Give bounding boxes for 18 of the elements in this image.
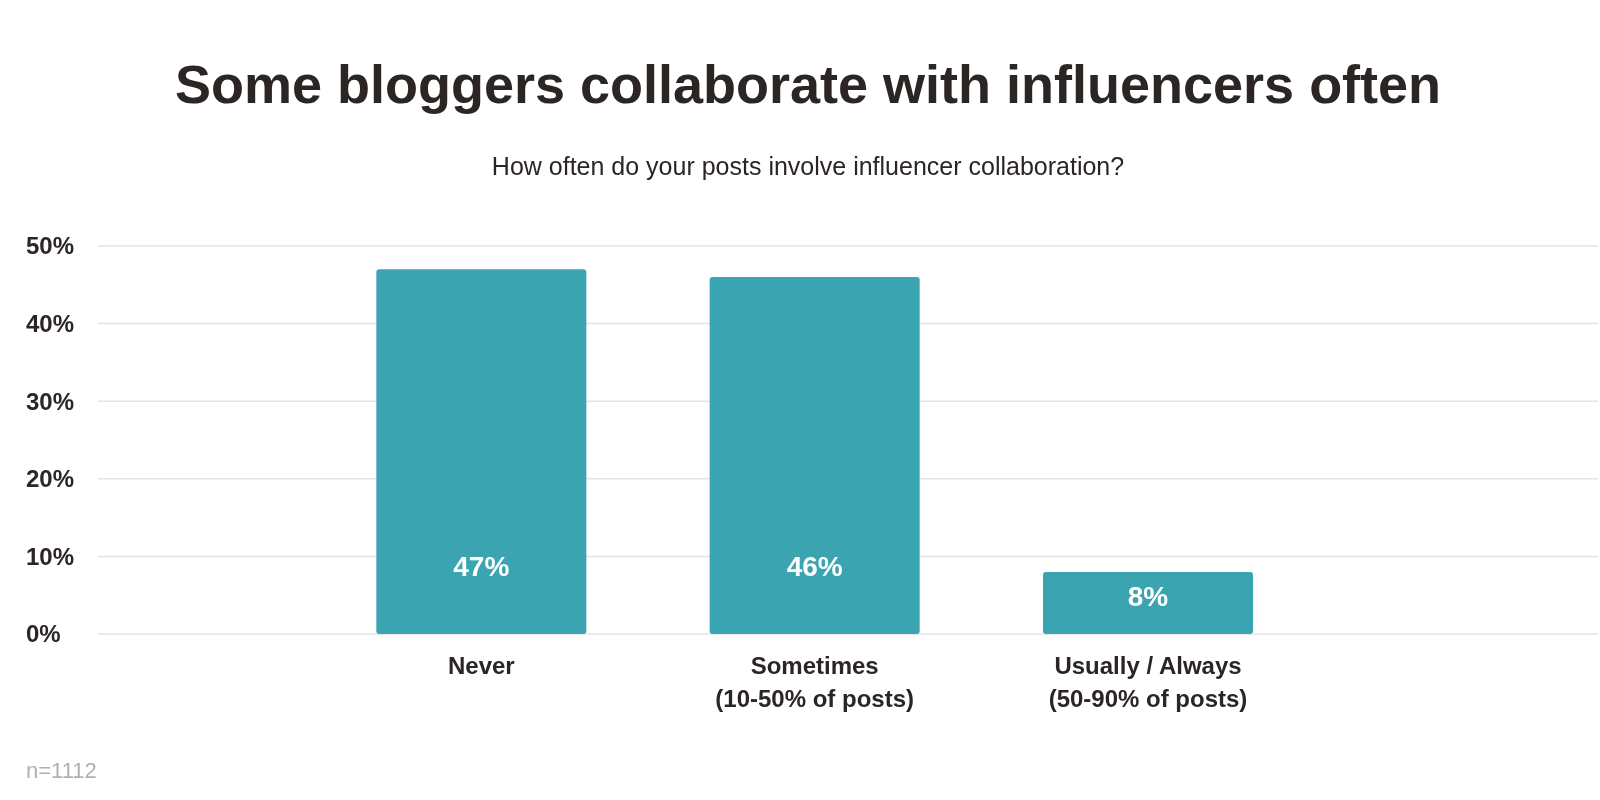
data-label: 46% [786, 551, 843, 582]
data-label: 47% [453, 551, 510, 582]
y-tick-label: 0% [26, 620, 61, 648]
bar [709, 277, 920, 634]
x-tick-label: Sometimes (10-50% of posts) [715, 652, 915, 712]
bar [1043, 571, 1253, 634]
y-tick-label: 40% [26, 310, 75, 337]
chart-title: Some bloggers collaborate with influencers often [174, 54, 1442, 114]
y-tick-label: 30% [26, 387, 75, 415]
y-tick-label: 10% [26, 542, 75, 570]
y-tick-label: 50% [26, 232, 75, 260]
text: n=1112 [26, 758, 97, 783]
chart-subtitle: How often do your posts involve influencer collaboration? [491, 152, 1125, 180]
x-tick-label: Never [447, 652, 515, 679]
x-tick-label: Usually / Always (50-90% of posts) [1048, 652, 1248, 712]
bar [376, 269, 587, 634]
data-label: 8% [1127, 580, 1169, 612]
y-tick-label: 20% [26, 465, 75, 493]
